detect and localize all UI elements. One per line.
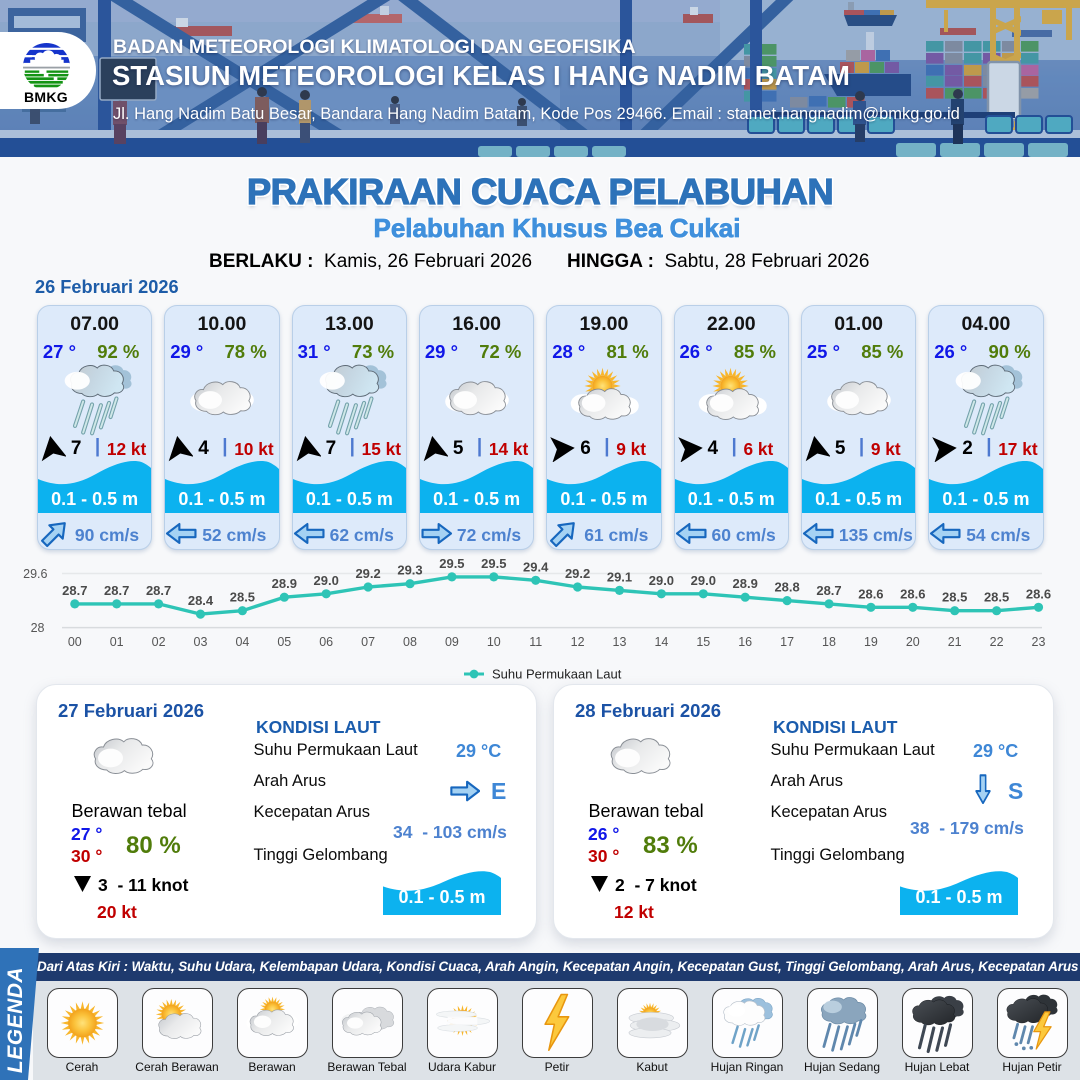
svg-text:29.2: 29.2 xyxy=(355,566,380,581)
svg-text:16: 16 xyxy=(738,635,752,649)
svg-text:03: 03 xyxy=(194,635,208,649)
svg-text:28: 28 xyxy=(31,621,45,635)
svg-text:04: 04 xyxy=(235,635,249,649)
svg-text:10: 10 xyxy=(487,635,501,649)
svg-text:28.9: 28.9 xyxy=(272,576,297,591)
svg-text:23: 23 xyxy=(1032,635,1046,649)
svg-text:15: 15 xyxy=(696,635,710,649)
svg-text:28.6: 28.6 xyxy=(1026,586,1051,601)
svg-text:28.6: 28.6 xyxy=(858,586,883,601)
svg-text:29.5: 29.5 xyxy=(481,556,506,571)
svg-text:Suhu Permukaan Laut: Suhu Permukaan Laut xyxy=(492,667,622,682)
svg-text:28.5: 28.5 xyxy=(230,590,255,605)
svg-text:28.7: 28.7 xyxy=(104,583,129,598)
svg-text:20: 20 xyxy=(906,635,920,649)
svg-text:28.5: 28.5 xyxy=(942,590,967,605)
svg-text:28.5: 28.5 xyxy=(984,590,1009,605)
svg-text:29.6: 29.6 xyxy=(23,567,47,581)
svg-text:05: 05 xyxy=(277,635,291,649)
svg-text:29.0: 29.0 xyxy=(649,573,674,588)
svg-text:21: 21 xyxy=(948,635,962,649)
svg-text:09: 09 xyxy=(445,635,459,649)
svg-text:29.0: 29.0 xyxy=(691,573,716,588)
svg-text:28.7: 28.7 xyxy=(816,583,841,598)
svg-text:11: 11 xyxy=(529,635,542,649)
svg-text:29.0: 29.0 xyxy=(314,573,339,588)
svg-text:14: 14 xyxy=(654,635,668,649)
svg-text:29.5: 29.5 xyxy=(439,556,464,571)
svg-text:06: 06 xyxy=(319,635,333,649)
svg-text:28.8: 28.8 xyxy=(774,580,799,595)
svg-text:28.7: 28.7 xyxy=(62,583,87,598)
svg-text:29.4: 29.4 xyxy=(523,559,549,574)
svg-text:08: 08 xyxy=(403,635,417,649)
svg-text:02: 02 xyxy=(152,635,166,649)
svg-text:28.6: 28.6 xyxy=(900,586,925,601)
svg-text:18: 18 xyxy=(822,635,836,649)
svg-text:28.9: 28.9 xyxy=(733,576,758,591)
svg-text:28.7: 28.7 xyxy=(146,583,171,598)
svg-text:00: 00 xyxy=(68,635,82,649)
svg-text:22: 22 xyxy=(990,635,1004,649)
svg-text:29.2: 29.2 xyxy=(565,566,590,581)
svg-text:19: 19 xyxy=(864,635,878,649)
svg-text:01: 01 xyxy=(110,635,124,649)
svg-text:17: 17 xyxy=(780,635,794,649)
svg-text:29.1: 29.1 xyxy=(607,569,632,584)
svg-text:28.4: 28.4 xyxy=(188,593,214,608)
svg-text:29.3: 29.3 xyxy=(397,563,422,578)
svg-text:07: 07 xyxy=(361,635,375,649)
svg-text:12: 12 xyxy=(571,635,585,649)
svg-text:13: 13 xyxy=(613,635,627,649)
